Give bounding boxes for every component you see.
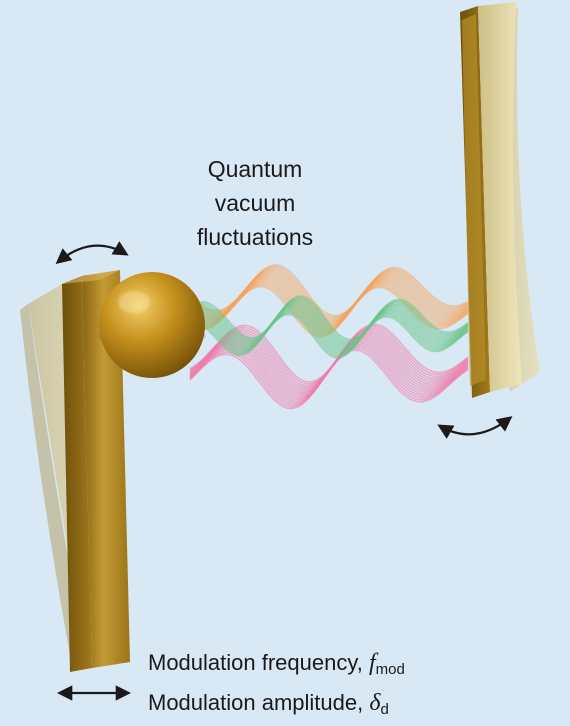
title-line: fluctuations [196,224,314,250]
vacuum-fluctuations-label: Quantum vacuum fluctuations [175,152,335,254]
wave-strand [189,313,469,359]
title-line: Quantum [207,156,303,182]
curved-double-arrow-icon [55,241,129,264]
modulation-amplitude-label: Modulation amplitude, δd [148,690,389,718]
vacuum-fluctuation-waves [189,264,469,410]
wave-strand [189,300,469,346]
gold-sphere [98,272,206,378]
green-wave-band [189,295,469,359]
modulation-legend: Modulation frequency, fmod Modulation am… [148,646,405,726]
wave-strand [189,305,469,351]
wave-strand [189,302,469,348]
wave-strand [189,299,469,345]
title-line: vacuum [214,190,296,216]
wave-strand [189,309,469,355]
modulation-frequency-label: Modulation frequency, fmod [148,650,405,678]
wave-strand [189,295,469,341]
wave-strand [190,312,469,358]
wave-strand [189,349,469,410]
right-mirror [460,2,522,398]
wave-strand [189,308,469,353]
wave-strand [189,296,469,342]
wave-strand [189,298,469,343]
curved-double-arrow-icon [437,416,513,439]
wave-strand [189,303,469,349]
wave-strand [189,306,469,352]
left-mirror [62,270,130,672]
wave-strand [189,310,469,356]
